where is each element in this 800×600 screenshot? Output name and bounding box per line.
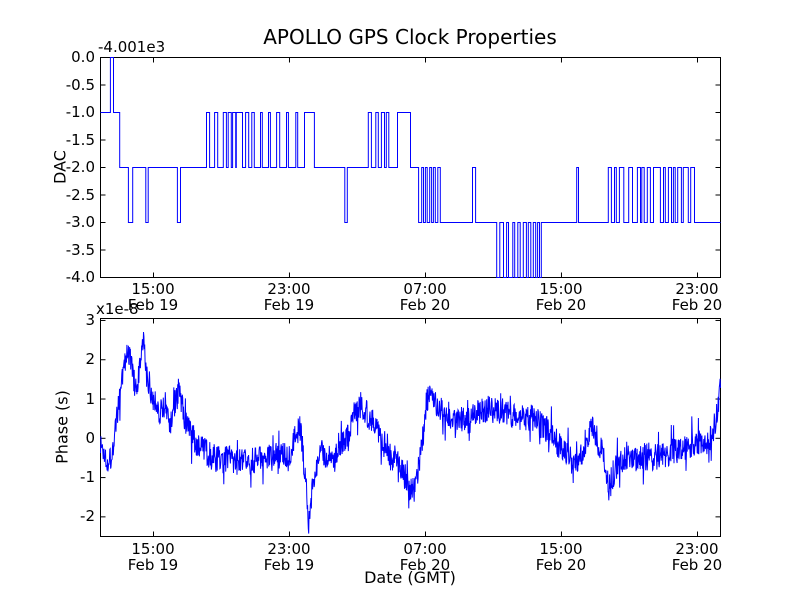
dac-y-tick-label: -4.0 [65, 268, 95, 286]
phase-x-tick-label: 07:00 Feb 20 [400, 541, 450, 573]
tick-date: Feb 20 [399, 556, 451, 574]
dac-x-tick-label: 23:00 Feb 20 [672, 281, 722, 313]
tick-date: Feb 20 [671, 556, 723, 574]
dac-x-tick-label: 15:00 Feb 20 [536, 281, 586, 313]
tick-date: Feb 19 [127, 556, 179, 574]
phase-x-tick-label: 23:00 Feb 19 [264, 541, 314, 573]
dac-y-tick-label: -3.0 [65, 213, 95, 231]
phase-data-line [100, 331, 721, 534]
phase-axes-frame [100, 318, 721, 537]
dac-x-tick-label: 07:00 Feb 20 [400, 281, 450, 313]
dac-y-tick-label: -0.5 [65, 75, 95, 94]
phase-plot-canvas [100, 318, 721, 537]
tick-time: 23:00 [267, 280, 311, 298]
tick-date: Feb 20 [535, 296, 587, 314]
dac-y-tick-label: -1.0 [65, 103, 95, 121]
phase-y-tick-label: 1 [85, 389, 95, 408]
dac-y-tick-label: -1.5 [65, 130, 95, 149]
dac-y-tick-label: -3.5 [65, 240, 95, 259]
tick-time: 15:00 [131, 280, 175, 298]
phase-axes [100, 318, 721, 537]
phase-x-tick-label: 23:00 Feb 20 [672, 541, 722, 573]
tick-time: 15:00 [539, 280, 583, 298]
tick-time: 23:00 [267, 540, 311, 558]
dac-y-tick-label: -2.5 [65, 185, 95, 204]
dac-x-tick-label: 15:00 Feb 19 [128, 281, 178, 313]
tick-date: Feb 19 [263, 296, 315, 314]
dac-axes [100, 57, 721, 278]
dac-plot-canvas [100, 57, 721, 278]
tick-date: Feb 20 [535, 556, 587, 574]
tick-time: 23:00 [675, 540, 719, 558]
phase-tick-marks [100, 318, 721, 537]
dac-y-tick-label: -2.0 [65, 158, 95, 176]
tick-time: 23:00 [675, 280, 719, 298]
dac-x-tick-label: 23:00 Feb 19 [264, 281, 314, 313]
plot-title: APOLLO GPS Clock Properties [263, 25, 557, 49]
tick-time: 07:00 [403, 280, 447, 298]
phase-y-tick-label: 3 [85, 310, 95, 329]
dac-data-line [100, 57, 721, 278]
phase-x-tick-label: 15:00 Feb 19 [128, 541, 178, 573]
phase-y-tick-label: 0 [85, 428, 95, 447]
tick-time: 07:00 [403, 540, 447, 558]
dac-y-tick-label: 0.0 [71, 48, 95, 66]
dac-y-offset-text: -4.001e3 [98, 38, 166, 56]
tick-date: Feb 19 [127, 296, 179, 314]
phase-y-scale-text: x1e-8 [96, 300, 139, 318]
tick-date: Feb 20 [399, 296, 451, 314]
x-axis-label: Date (GMT) [364, 568, 456, 587]
tick-date: Feb 19 [263, 556, 315, 574]
tick-time: 15:00 [539, 540, 583, 558]
phase-y-tick-label: -1 [80, 468, 95, 487]
tick-time: 15:00 [131, 540, 175, 558]
phase-y-tick-label: 2 [85, 350, 95, 369]
phase-x-tick-label: 15:00 Feb 20 [536, 541, 586, 573]
phase-y-tick-label: -2 [80, 507, 95, 526]
tick-date: Feb 20 [671, 296, 723, 314]
